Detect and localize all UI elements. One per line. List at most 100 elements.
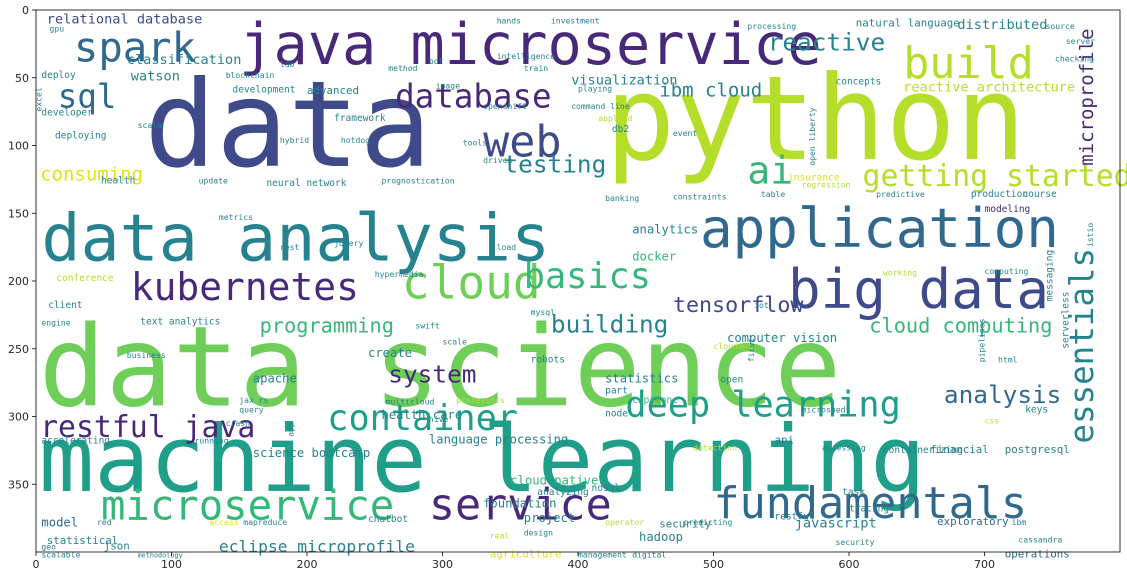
word-applied: applied xyxy=(598,113,632,123)
x-tick-label: 400 xyxy=(568,558,589,571)
word-red: red xyxy=(97,517,112,527)
word-fundamentals: fundamentals xyxy=(714,479,1027,529)
word-language-processing: language processing xyxy=(429,433,568,447)
word-cloud-native: cloud native xyxy=(510,473,598,487)
x-tick-label: 700 xyxy=(974,558,995,571)
word-hive: hive xyxy=(429,414,449,424)
word-development: development xyxy=(233,85,296,96)
word-tracing: tracing xyxy=(849,503,889,514)
word-open-liberty: open liberty xyxy=(807,107,817,166)
word-microservice: microservice xyxy=(101,482,394,530)
word-excel: excel xyxy=(33,87,43,111)
word-robots: robots xyxy=(531,354,565,365)
x-tick-label: 100 xyxy=(161,558,182,571)
word-getting-started: getting started xyxy=(863,159,1127,194)
word-capstone: capstone xyxy=(632,395,678,406)
word-design: design xyxy=(524,528,553,538)
word-jquery: jquery xyxy=(334,238,363,248)
word-reactive-architecture: reactive architecture xyxy=(903,79,1075,95)
word-lab: lab xyxy=(280,59,295,69)
word-html: html xyxy=(998,354,1018,364)
word-containerizing: containerizing xyxy=(883,445,963,456)
word-hotdog: hotdog xyxy=(341,135,370,145)
word-serverless: serverless xyxy=(1061,292,1072,349)
word-testing: testing xyxy=(504,150,607,179)
word-jax-rs: jax rs xyxy=(239,395,268,405)
word-exploratory: exploratory xyxy=(937,515,1009,528)
word-model: model xyxy=(41,515,78,529)
word-investment: investment xyxy=(551,16,600,26)
word-cloud-computing: cloud computing xyxy=(869,314,1052,338)
word-essentials: essentials xyxy=(1063,248,1101,444)
word-running: running xyxy=(195,436,229,446)
y-tick-label: 0 xyxy=(22,4,29,17)
word-nosql: nosql xyxy=(592,483,621,494)
word-health-care: health care xyxy=(382,408,463,422)
word-javascript: javascript xyxy=(795,516,877,532)
word-security: security xyxy=(836,537,875,547)
word-ibm-cloud: ibm cloud xyxy=(659,80,762,102)
word-visualization: visualization xyxy=(571,73,677,89)
word-access: access xyxy=(209,517,238,527)
y-tick-label: 150 xyxy=(8,207,29,220)
x-tick-label: 300 xyxy=(432,558,453,571)
word-statistical: statistical xyxy=(47,534,119,547)
word-statistics: statistics xyxy=(605,372,678,386)
word-cassandra: cassandra xyxy=(1018,535,1062,545)
word-cloudant: cloudant xyxy=(714,341,753,351)
word-developer: developer xyxy=(41,108,93,119)
word-programming: programming xyxy=(260,314,394,338)
word-build: build xyxy=(903,39,1034,89)
word-kubernetes: kubernetes xyxy=(131,265,359,309)
word-service: service xyxy=(429,481,612,531)
word-analytics: analytics xyxy=(632,223,698,237)
word-command-line: command line xyxy=(571,101,630,111)
word-hands: hands xyxy=(497,16,521,26)
word-building: building xyxy=(551,310,668,339)
word-accelerating: accelerating xyxy=(41,436,110,447)
word-concepts: concepts xyxy=(836,77,882,88)
word-framework: framework xyxy=(334,113,386,124)
word-ai: ai xyxy=(747,148,793,192)
word-api: api xyxy=(775,434,795,447)
word-insurance: insurance xyxy=(788,173,840,184)
word-spark: spark xyxy=(74,24,196,72)
word-open: open xyxy=(720,375,743,386)
word-tools: tools xyxy=(463,138,487,148)
word-method: method xyxy=(388,63,417,73)
word-mapreduce: mapreduce xyxy=(243,517,287,527)
word-accessing: accessing xyxy=(822,442,866,452)
word-relational-database: relational database xyxy=(47,12,203,28)
word-java-microservice: java microservice xyxy=(239,12,821,78)
word-foundation: foundation xyxy=(483,496,556,510)
word-working: working xyxy=(883,268,917,278)
word-big-data: big data xyxy=(788,258,1049,321)
word-eclipse-microprofile: eclipse microprofile xyxy=(219,537,415,556)
word-scale: scale xyxy=(443,337,467,347)
word-data: data xyxy=(144,56,431,195)
word-real: real xyxy=(490,531,510,541)
word-train: train xyxy=(524,63,548,73)
word-computing: computing xyxy=(985,266,1029,276)
word-basics: basics xyxy=(524,256,651,297)
word-course: course xyxy=(1022,189,1057,200)
word-istio: istio xyxy=(1085,223,1095,247)
word-management: management xyxy=(578,549,627,559)
word-conference: conference xyxy=(56,273,113,284)
word-chatbot: chatbot xyxy=(368,514,408,525)
word-restful-java: restful java xyxy=(40,410,255,445)
word-prognostication: prognostication xyxy=(382,175,455,185)
word-cloud: cloud xyxy=(402,256,541,310)
word-container: container xyxy=(327,398,518,439)
word-iot: iot xyxy=(754,300,769,310)
y-tick-label: 250 xyxy=(8,343,29,356)
y-axis: 0 50 100 150 200 250 300 350 xyxy=(8,4,36,491)
word-hybrid: hybrid xyxy=(280,135,309,145)
word-crash: crash xyxy=(226,418,250,428)
word-driven: driven xyxy=(483,155,512,165)
word-restful: restful xyxy=(775,512,815,523)
word-scala: scala xyxy=(138,120,162,130)
x-tick-label: 0 xyxy=(33,558,40,571)
